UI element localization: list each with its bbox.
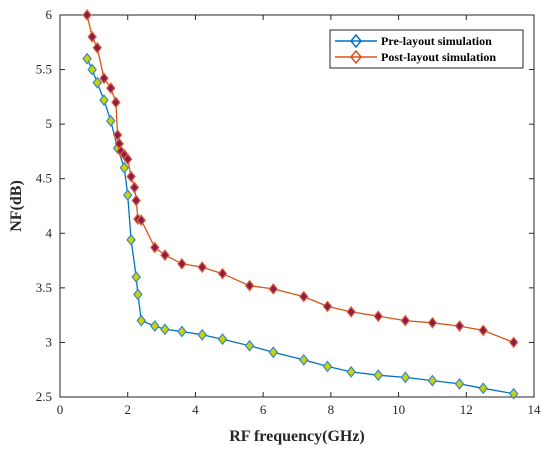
data-point bbox=[106, 82, 116, 95]
y-tick-label: 3.5 bbox=[36, 280, 52, 295]
data-point bbox=[299, 353, 309, 366]
data-point bbox=[99, 72, 109, 85]
y-tick-label: 4 bbox=[46, 225, 53, 240]
x-tick-label: 10 bbox=[392, 402, 405, 417]
data-point bbox=[508, 387, 519, 400]
x-tick-label: 6 bbox=[260, 402, 267, 417]
data-point bbox=[160, 249, 170, 262]
y-tick-label: 3 bbox=[46, 334, 53, 349]
y-tick-label: 2.5 bbox=[36, 389, 52, 404]
x-tick-label: 8 bbox=[328, 402, 335, 417]
data-point bbox=[400, 371, 411, 384]
data-point bbox=[346, 365, 356, 378]
data-point bbox=[136, 214, 147, 227]
data-point bbox=[427, 316, 438, 329]
data-point bbox=[150, 320, 160, 333]
data-point bbox=[177, 325, 187, 338]
data-point bbox=[92, 76, 103, 89]
data-point bbox=[87, 63, 97, 76]
x-tick-label: 12 bbox=[460, 402, 473, 417]
axis-ticks: 0 2 4 6 8 10 12 14 2.5 3 3.5 4 4.5 5 5.5 6 bbox=[36, 7, 541, 417]
data-point bbox=[99, 94, 109, 107]
data-point bbox=[126, 233, 136, 246]
data-point bbox=[268, 282, 279, 295]
data-point bbox=[92, 41, 103, 54]
legend-box bbox=[329, 29, 524, 69]
y-tick-label: 5.5 bbox=[36, 62, 52, 77]
data-point bbox=[136, 314, 147, 327]
data-point bbox=[427, 374, 438, 387]
legend-marker-pre bbox=[350, 33, 362, 49]
data-point bbox=[454, 377, 465, 390]
data-point bbox=[322, 300, 333, 313]
data-point bbox=[150, 241, 160, 254]
y-axis-title: NF(dB) bbox=[8, 180, 25, 232]
data-point bbox=[244, 339, 255, 352]
data-point bbox=[82, 9, 92, 21]
data-point bbox=[322, 360, 333, 373]
data-point bbox=[400, 314, 411, 327]
x-tick-label: 0 bbox=[57, 402, 64, 417]
series-post-layout bbox=[82, 9, 519, 349]
data-point bbox=[346, 305, 356, 318]
data-point bbox=[217, 333, 228, 346]
data-point bbox=[478, 324, 488, 337]
data-point bbox=[197, 261, 207, 274]
legend-label-pre: Pre-layout simulation bbox=[381, 34, 492, 48]
data-point bbox=[133, 288, 143, 301]
x-tick-label: 14 bbox=[528, 402, 542, 417]
x-tick-label: 4 bbox=[192, 402, 199, 417]
data-point bbox=[268, 346, 279, 359]
data-point bbox=[478, 382, 488, 395]
y-tick-label: 5 bbox=[46, 116, 53, 131]
data-point bbox=[106, 114, 116, 127]
data-point bbox=[82, 52, 92, 65]
data-point bbox=[177, 257, 187, 270]
series-layer bbox=[82, 9, 519, 400]
x-axis-title: RF frequency(GHz) bbox=[229, 428, 365, 445]
data-point bbox=[244, 279, 255, 292]
data-point bbox=[299, 290, 309, 303]
data-point bbox=[126, 170, 136, 183]
data-point bbox=[122, 153, 133, 166]
legend-marker-post bbox=[350, 49, 362, 65]
data-point bbox=[454, 320, 465, 333]
plot-area bbox=[59, 14, 535, 398]
legend-label-post: Post-layout simulation bbox=[381, 50, 496, 64]
data-point bbox=[217, 267, 228, 280]
data-point bbox=[197, 328, 207, 341]
data-point bbox=[373, 369, 384, 382]
y-tick-label: 4.5 bbox=[36, 171, 52, 186]
data-point bbox=[508, 336, 519, 349]
data-point bbox=[87, 30, 97, 43]
legend: Pre-layout simulation Post-layout simula… bbox=[329, 29, 524, 69]
data-point bbox=[119, 161, 130, 174]
y-tick-label: 6 bbox=[46, 7, 53, 22]
data-point bbox=[129, 181, 140, 194]
data-point bbox=[131, 194, 141, 207]
x-tick-label: 2 bbox=[124, 402, 131, 417]
data-point bbox=[373, 310, 384, 323]
data-point bbox=[131, 270, 141, 283]
data-point bbox=[160, 323, 170, 336]
data-point bbox=[111, 96, 121, 109]
data-point bbox=[122, 189, 133, 202]
